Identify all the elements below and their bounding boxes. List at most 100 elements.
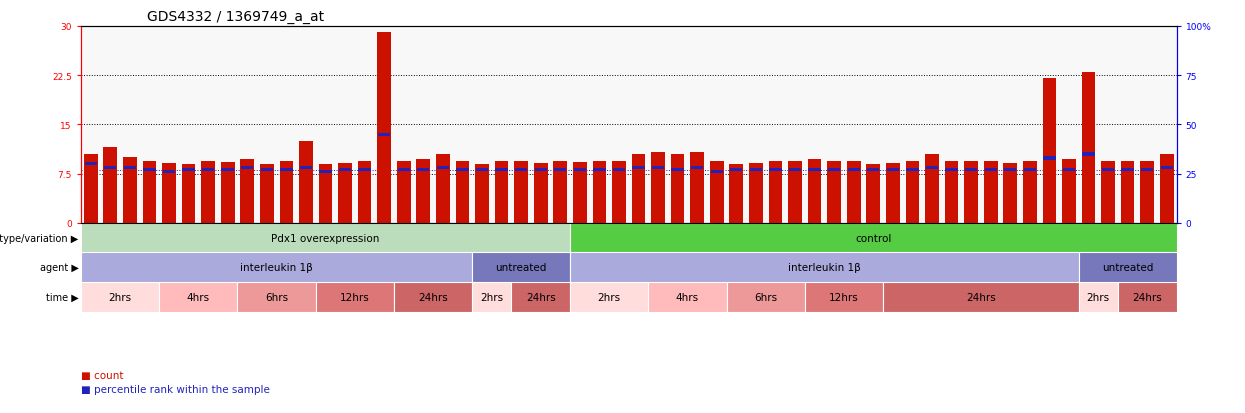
Bar — [105, 167, 117, 170]
Bar — [1003, 169, 1016, 172]
Bar — [593, 169, 605, 172]
Bar — [357, 161, 371, 223]
Bar — [319, 164, 332, 223]
Bar — [1063, 169, 1076, 172]
Bar — [749, 163, 763, 223]
Bar — [1160, 167, 1173, 170]
Bar — [279, 161, 294, 223]
Bar — [1102, 169, 1114, 172]
Bar — [280, 169, 293, 172]
Bar — [730, 164, 743, 223]
Bar — [378, 133, 391, 137]
Bar — [788, 161, 802, 223]
Text: 12hrs: 12hrs — [829, 292, 859, 302]
Bar — [1120, 161, 1134, 223]
Bar — [945, 161, 959, 223]
Bar — [905, 161, 919, 223]
Bar — [671, 169, 684, 172]
Bar — [1003, 163, 1017, 223]
Bar — [1140, 161, 1154, 223]
Text: untreated: untreated — [496, 263, 547, 273]
Text: ■ count: ■ count — [81, 370, 123, 380]
Bar — [847, 161, 860, 223]
Bar — [123, 167, 136, 170]
Bar — [1082, 153, 1094, 156]
Text: 4hrs: 4hrs — [676, 292, 698, 302]
Bar — [769, 169, 782, 172]
Bar — [339, 163, 352, 223]
Bar — [632, 167, 645, 170]
Bar — [649, 282, 727, 312]
Bar — [727, 282, 804, 312]
Bar — [710, 161, 723, 223]
Bar — [456, 161, 469, 223]
Bar — [883, 282, 1078, 312]
Bar — [163, 171, 176, 174]
Text: 2hrs: 2hrs — [1087, 292, 1109, 302]
Bar — [397, 161, 411, 223]
Bar — [1042, 79, 1056, 223]
Bar — [965, 169, 977, 172]
Bar — [1101, 161, 1116, 223]
Bar — [570, 223, 1177, 253]
Bar — [711, 171, 723, 174]
Bar — [300, 167, 312, 170]
Bar — [613, 161, 626, 223]
Bar — [534, 163, 548, 223]
Bar — [1122, 169, 1134, 172]
Bar — [182, 169, 194, 172]
Bar — [81, 223, 570, 253]
Bar — [1023, 161, 1037, 223]
Bar — [512, 282, 570, 312]
Bar — [377, 33, 391, 223]
Bar — [359, 169, 371, 172]
Bar — [472, 282, 512, 312]
Bar — [416, 159, 431, 223]
Bar — [867, 164, 880, 223]
Bar — [81, 253, 472, 282]
Bar — [202, 169, 214, 172]
Bar — [143, 161, 157, 223]
Bar — [570, 253, 1078, 282]
Bar — [652, 167, 665, 170]
Text: control: control — [855, 233, 891, 243]
Bar — [437, 167, 449, 170]
Bar — [886, 169, 899, 172]
Bar — [240, 159, 254, 223]
Bar — [593, 161, 606, 223]
Bar — [1062, 159, 1076, 223]
Bar — [671, 154, 685, 223]
Bar — [804, 282, 883, 312]
Bar — [789, 169, 802, 172]
Bar — [1078, 253, 1177, 282]
Bar — [925, 154, 939, 223]
Text: 24hrs: 24hrs — [1132, 292, 1162, 302]
Bar — [848, 169, 860, 172]
Text: 24hrs: 24hrs — [966, 292, 996, 302]
Bar — [472, 253, 570, 282]
Bar — [1023, 169, 1036, 172]
Bar — [613, 169, 625, 172]
Text: 24hrs: 24hrs — [525, 292, 555, 302]
Bar — [393, 282, 472, 312]
Bar — [182, 164, 195, 223]
Bar — [242, 167, 254, 170]
Bar — [260, 164, 274, 223]
Bar — [1043, 157, 1056, 160]
Bar — [886, 163, 900, 223]
Text: ■ percentile rank within the sample: ■ percentile rank within the sample — [81, 385, 270, 394]
Text: 2hrs: 2hrs — [108, 292, 132, 302]
Bar — [691, 167, 703, 170]
Bar — [1140, 169, 1153, 172]
Bar — [238, 282, 316, 312]
Text: genotype/variation ▶: genotype/variation ▶ — [0, 233, 78, 243]
Bar — [162, 163, 176, 223]
Bar — [867, 169, 879, 172]
Text: interleukin 1β: interleukin 1β — [788, 263, 860, 273]
Text: 6hrs: 6hrs — [265, 292, 288, 302]
Bar — [906, 169, 919, 172]
Text: Pdx1 overexpression: Pdx1 overexpression — [271, 233, 380, 243]
Bar — [417, 169, 430, 172]
Text: GDS4332 / 1369749_a_at: GDS4332 / 1369749_a_at — [147, 10, 324, 24]
Bar — [456, 169, 468, 172]
